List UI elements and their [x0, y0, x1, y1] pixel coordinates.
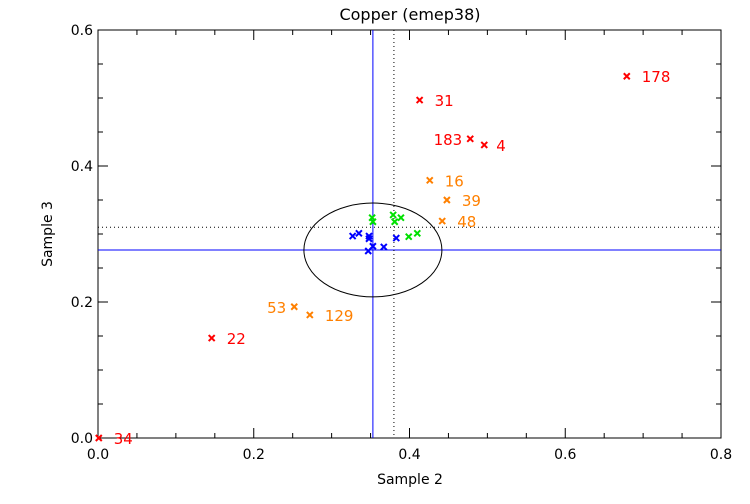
x-tick-label: 0.6 — [554, 447, 576, 463]
point-label: 183 — [434, 131, 463, 149]
y-tick-label: 0.0 — [71, 431, 93, 447]
x-tick-label: 0.8 — [710, 447, 732, 463]
labeled-point — [95, 434, 103, 442]
x-tick-label: 0.2 — [243, 447, 265, 463]
green-point — [390, 218, 399, 226]
x-tick-label: 0.0 — [87, 447, 109, 463]
point-label: 22 — [227, 330, 246, 348]
green-point — [413, 229, 421, 238]
plot-frame — [97, 29, 722, 439]
chart-title: Copper (emep38) — [339, 5, 480, 24]
blue-point — [365, 235, 373, 243]
labeled-point — [207, 334, 216, 342]
blue-point — [348, 232, 357, 240]
point-label: 129 — [325, 307, 354, 325]
labeled-point — [306, 311, 314, 319]
blue-point — [380, 243, 388, 251]
blue-point — [355, 229, 363, 238]
labeled-point — [426, 176, 434, 184]
confidence-ellipse — [303, 202, 443, 298]
point-label: 178 — [642, 68, 671, 86]
point-label: 53 — [267, 299, 286, 317]
green-point — [369, 218, 377, 226]
green-point — [397, 213, 405, 222]
x-axis-label: Sample 2 — [377, 472, 443, 488]
labeled-point — [290, 303, 298, 311]
point-label: 4 — [496, 137, 506, 155]
point-label: 16 — [445, 172, 464, 190]
labeled-point — [438, 217, 446, 225]
labeled-point — [480, 141, 488, 149]
point-label: 39 — [462, 192, 481, 210]
y-tick-label: 0.6 — [71, 23, 93, 39]
green-point — [405, 233, 413, 241]
point-label: 48 — [457, 213, 476, 231]
y-axis-label: Sample 3 — [40, 201, 56, 267]
labeled-point — [443, 196, 451, 204]
labeled-point — [415, 96, 424, 104]
point-label: 31 — [435, 92, 454, 110]
x-tick-label: 0.4 — [398, 447, 420, 463]
blue-point — [392, 234, 400, 242]
green-point — [389, 211, 397, 219]
y-tick-label: 0.4 — [71, 159, 93, 175]
labeled-point — [466, 135, 474, 143]
y-tick-label: 0.2 — [71, 295, 93, 311]
blue-point — [364, 247, 372, 255]
labeled-point — [623, 72, 631, 80]
point-label: 34 — [114, 430, 133, 448]
